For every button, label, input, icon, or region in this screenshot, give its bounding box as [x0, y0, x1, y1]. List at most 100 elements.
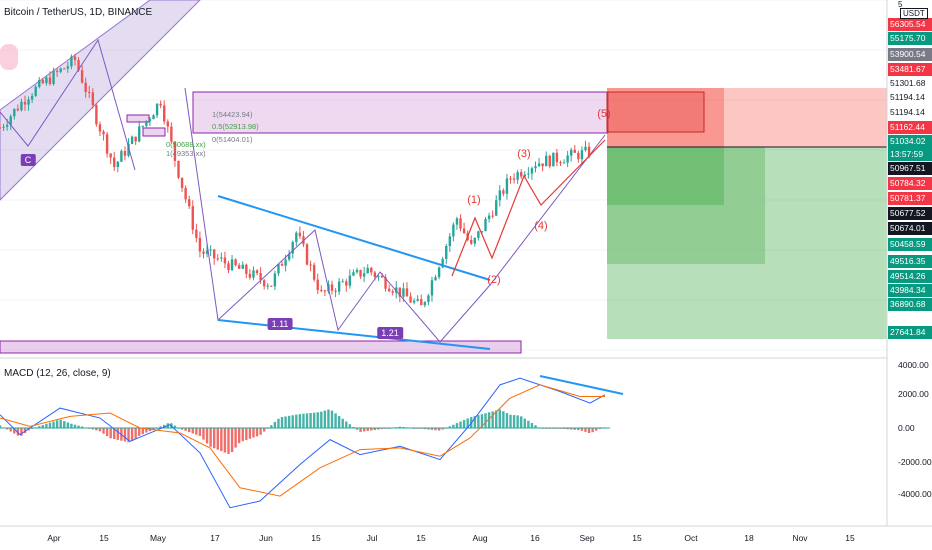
candle	[484, 216, 487, 232]
candle	[245, 263, 248, 279]
candle	[223, 251, 227, 269]
macd-bar	[5, 428, 9, 430]
candle	[366, 264, 369, 274]
macd-bar	[159, 426, 162, 428]
macd-bar	[423, 428, 427, 430]
price-badge: 50677.52	[888, 207, 932, 220]
macd-bar	[141, 428, 144, 435]
macd-bar	[434, 428, 437, 431]
candle	[2, 123, 5, 131]
candle	[184, 185, 187, 203]
candle	[584, 140, 587, 152]
macd-axis-label: 0.00	[898, 423, 915, 433]
price-axis-top: 5	[898, 0, 903, 9]
candle	[434, 274, 437, 281]
macd-bar	[580, 428, 584, 431]
take-profit-zone-2	[607, 147, 765, 264]
candle	[570, 147, 573, 162]
currency-label[interactable]: USDT	[900, 8, 928, 19]
candle	[334, 288, 337, 298]
candle	[384, 274, 387, 292]
candle	[323, 289, 327, 296]
candle	[437, 266, 441, 280]
candle	[16, 104, 20, 112]
candle	[420, 294, 423, 306]
candle	[455, 216, 459, 230]
macd-bar	[13, 428, 16, 434]
candle	[66, 61, 70, 73]
candle	[113, 151, 116, 171]
macd-bar	[102, 428, 105, 434]
candle	[91, 88, 95, 109]
macd-bar	[509, 414, 512, 428]
price-badge: 50784.32	[888, 177, 932, 190]
candle	[305, 242, 309, 266]
macd-bar	[284, 416, 287, 428]
candle	[577, 150, 580, 163]
fib-level-0b: 0(50688.xx)	[166, 140, 206, 149]
candle	[302, 230, 305, 248]
time-axis-label: Nov	[792, 533, 808, 543]
macd-bar	[280, 417, 284, 428]
macd-bar	[437, 428, 441, 431]
time-axis-label: 17	[210, 533, 220, 543]
candle	[309, 260, 312, 272]
candle	[180, 177, 184, 192]
macd-bar	[480, 414, 484, 428]
macd-bar	[191, 428, 194, 434]
candle	[59, 67, 62, 74]
candle	[170, 122, 173, 144]
macd-bar	[398, 426, 402, 428]
macd-bar	[98, 428, 102, 432]
macd-bar	[205, 428, 209, 444]
macd-bar	[330, 410, 334, 428]
stop-loss-inner	[606, 91, 705, 133]
fib-level-05: 0.5(52913.98)	[212, 122, 259, 131]
price-badge: 50967.51	[888, 162, 932, 175]
candle	[216, 254, 219, 262]
candle	[266, 283, 269, 290]
candle	[473, 237, 477, 247]
macd-bar	[484, 413, 487, 428]
macd-bar	[230, 428, 234, 453]
wave-c-label: C	[20, 154, 36, 166]
candle	[291, 240, 294, 259]
candle	[70, 54, 73, 70]
fib-level-1b: 1(49353.xx)	[166, 149, 206, 158]
candle	[30, 93, 34, 104]
macd-bar	[73, 424, 77, 428]
candle	[198, 231, 202, 258]
macd-axis-label: 2000.00	[898, 389, 929, 399]
candle	[412, 298, 416, 305]
candle	[477, 230, 480, 241]
macd-bar	[320, 411, 323, 428]
candle	[105, 131, 109, 158]
wedge-top-trendline	[217, 195, 491, 281]
macd-bar	[95, 428, 98, 431]
candle	[491, 210, 494, 219]
macd-bar	[273, 421, 277, 428]
small-box-1	[126, 114, 150, 123]
time-axis-label: 15	[311, 533, 321, 543]
macd-bar	[462, 419, 466, 428]
candle	[337, 278, 341, 296]
candle	[134, 136, 137, 146]
candle	[55, 68, 59, 77]
macd-bar	[216, 428, 219, 450]
macd-bar	[487, 412, 491, 428]
macd-bar	[327, 409, 330, 428]
candle	[452, 222, 455, 242]
candle	[495, 195, 498, 217]
candle	[320, 285, 323, 293]
macd-bar	[0, 425, 2, 428]
candle	[273, 270, 277, 290]
candle	[512, 173, 516, 184]
candle	[163, 100, 166, 125]
price-badge: 43984.34	[888, 284, 932, 297]
macd-bar	[512, 415, 516, 428]
macd-bar	[241, 428, 244, 442]
macd-bar	[291, 415, 294, 428]
candle	[88, 85, 91, 99]
wave-3-label: (3)	[517, 148, 531, 160]
